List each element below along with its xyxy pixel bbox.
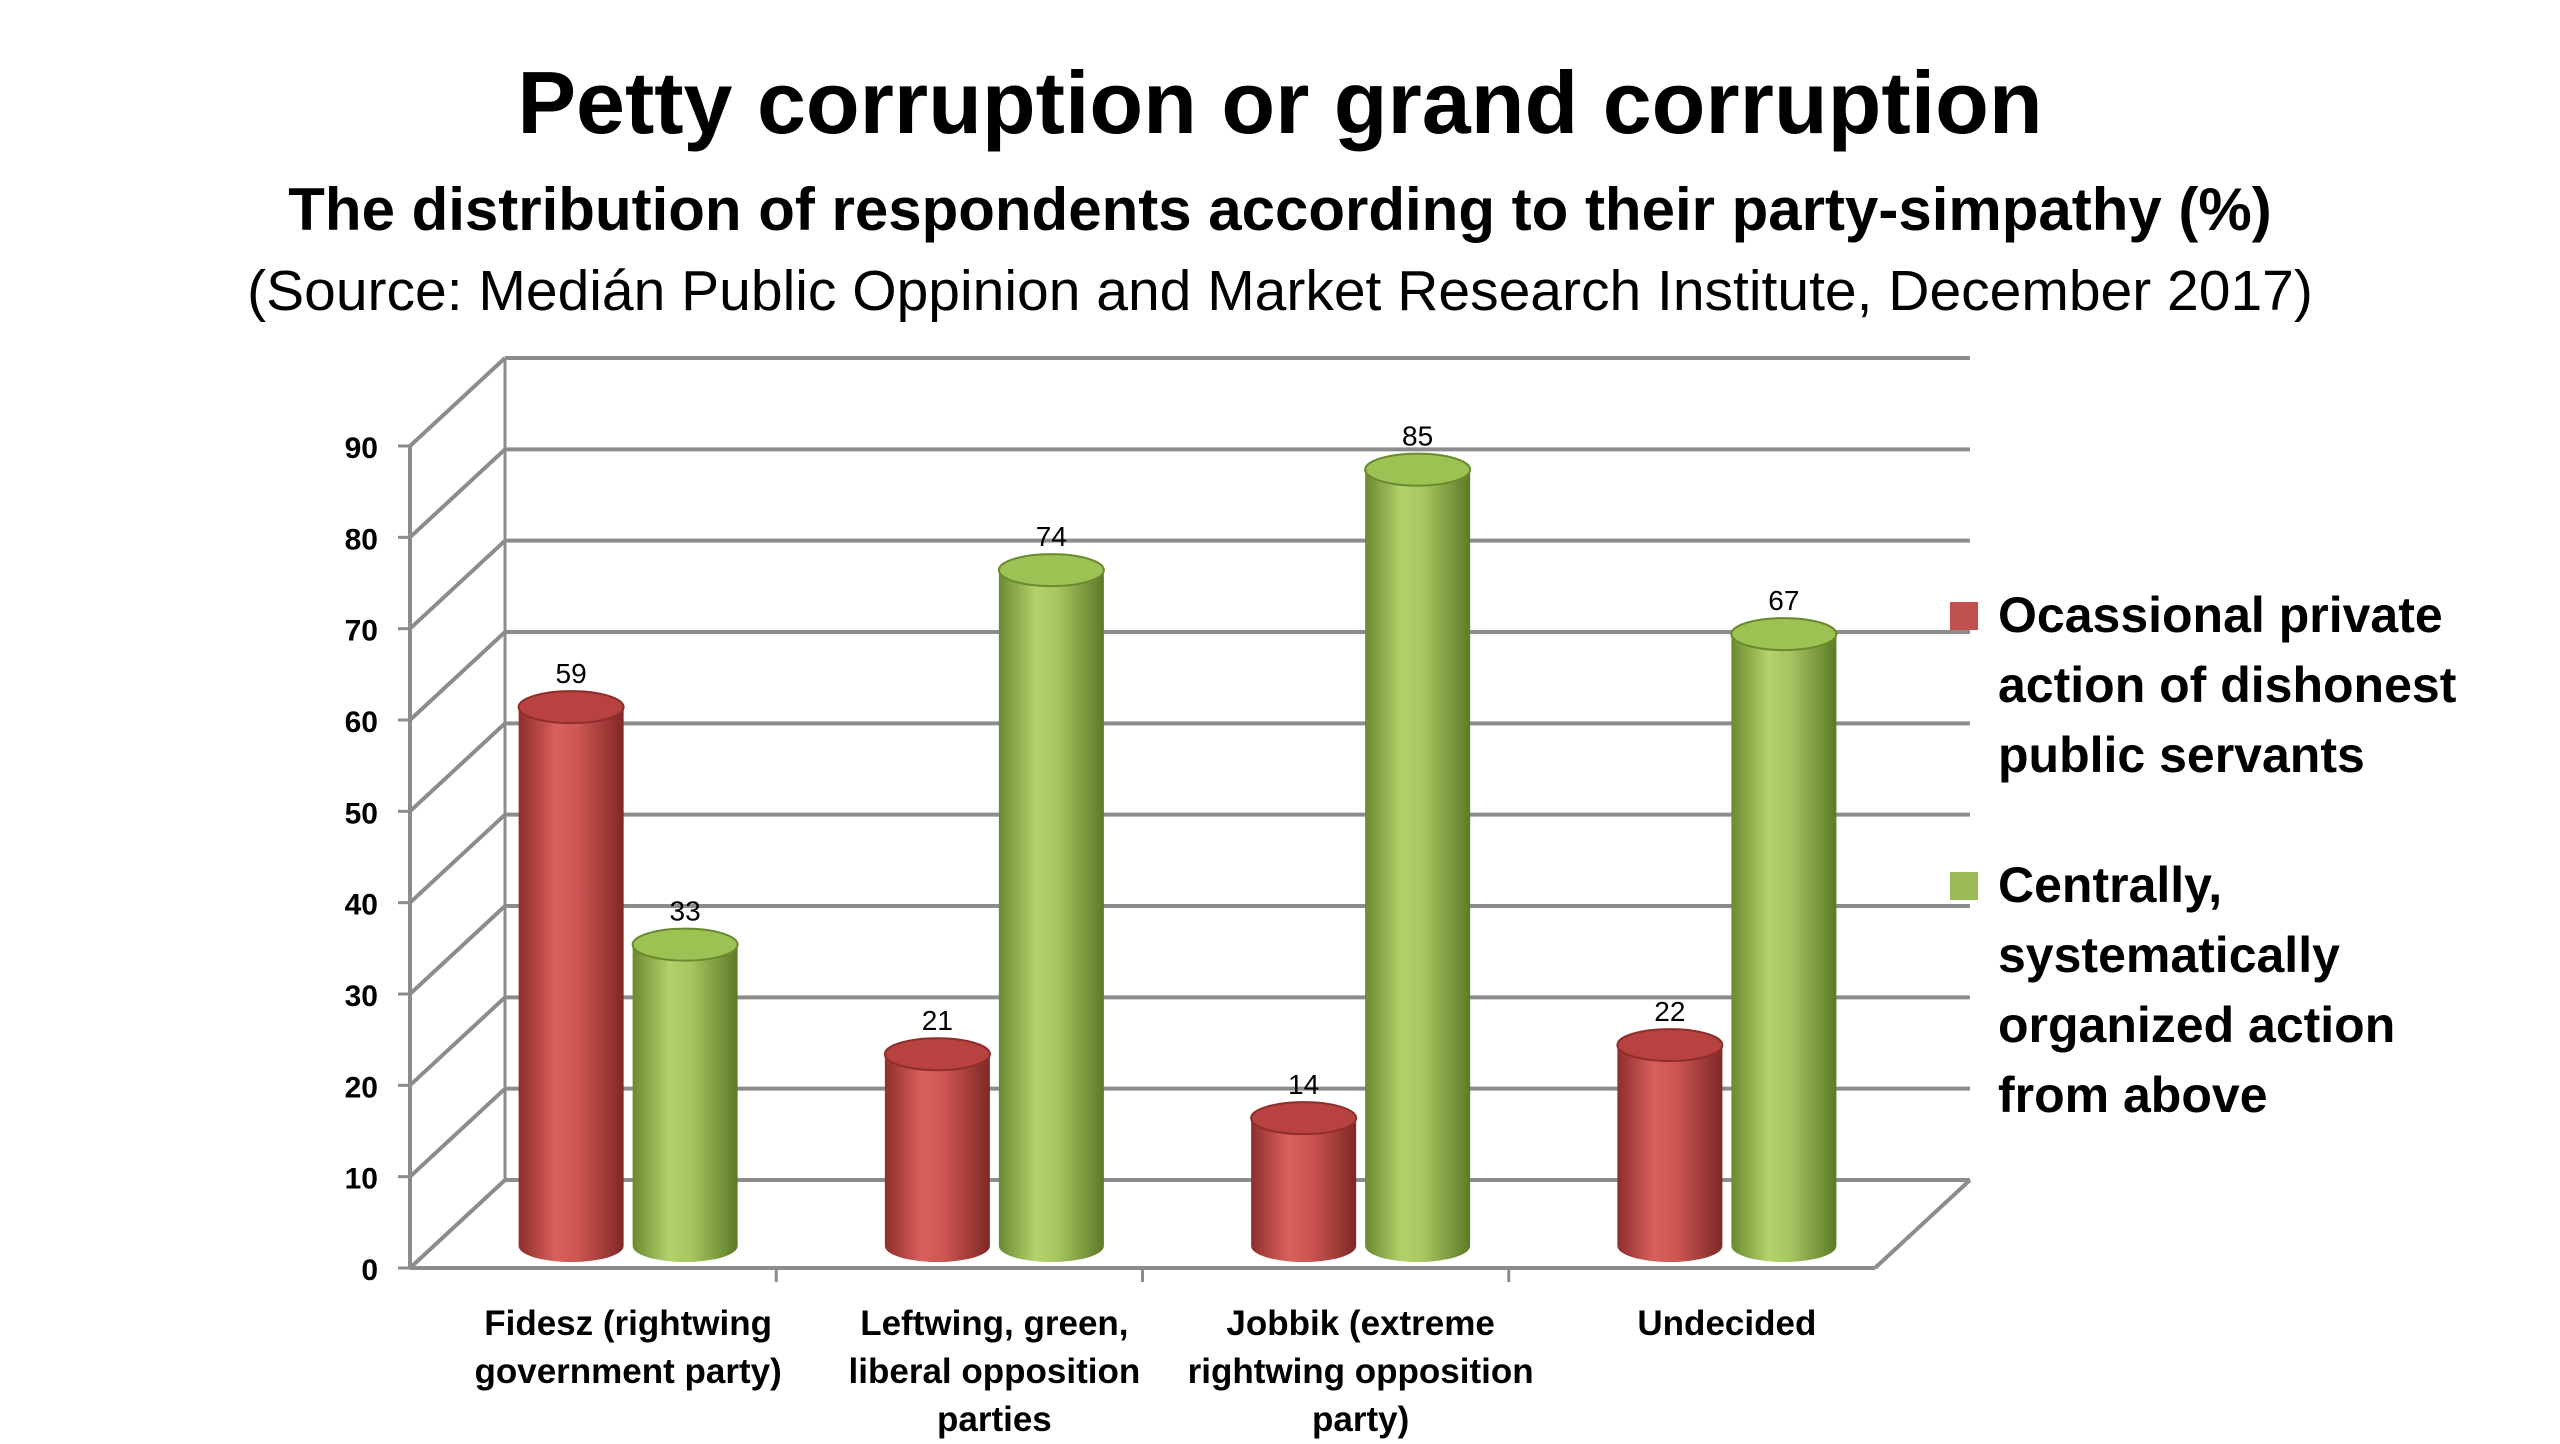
legend-item-red: Ocassional private action of dishonest p… xyxy=(1950,580,2510,790)
bar-top xyxy=(631,927,739,962)
bar-red xyxy=(1616,1028,1724,1262)
bar-green xyxy=(631,927,739,1262)
gridline-side xyxy=(408,356,507,448)
y-axis: 0 10 20 30 40 50 60 70 80 90 xyxy=(345,432,1511,1287)
bar-top xyxy=(883,1037,991,1072)
chart-subtitle: The distribution of respondents accordin… xyxy=(288,176,2272,243)
gridline-side xyxy=(408,1178,507,1270)
bar-body xyxy=(1365,469,1471,1263)
floor-edge xyxy=(1873,1178,1972,1270)
legend: Ocassional private action of dishonest p… xyxy=(1950,580,2510,1190)
bar-red xyxy=(517,690,625,1262)
y-tick-label: 10 xyxy=(345,1163,378,1196)
x-tick-label: Jobbik (extreme rightwing opposition par… xyxy=(1187,1304,1534,1439)
y-tick-label: 80 xyxy=(345,523,378,556)
gridline-side xyxy=(408,904,507,996)
y-tick-label: 40 xyxy=(345,889,378,922)
y-tick-label: 60 xyxy=(345,706,378,739)
bar-body xyxy=(1251,1118,1357,1262)
data-label: 21 xyxy=(922,1005,953,1036)
x-tick-label: Leftwing, green, liberal opposition part… xyxy=(848,1304,1141,1439)
bar-body xyxy=(884,1054,990,1262)
gridline-side xyxy=(408,1087,507,1179)
chart-frame xyxy=(408,356,1972,1270)
bar-top xyxy=(1730,617,1838,652)
data-label: 74 xyxy=(1036,521,1067,552)
bar-red xyxy=(883,1037,991,1262)
gridline-side xyxy=(408,447,507,539)
chart-title: Petty corruption or grand corruption xyxy=(517,53,2043,152)
data-label: 67 xyxy=(1768,585,1799,616)
y-tick-label: 30 xyxy=(345,980,378,1013)
legend-label: Centrally, systematically organized acti… xyxy=(1998,857,2396,1123)
bar-green xyxy=(1364,452,1472,1263)
y-tick-label: 70 xyxy=(345,615,378,648)
gridline-side xyxy=(408,813,507,905)
bar-green xyxy=(1730,617,1838,1262)
bar-body xyxy=(1731,634,1837,1262)
gridline-side xyxy=(408,721,507,813)
legend-item-green: Centrally, systematically organized acti… xyxy=(1950,850,2510,1130)
bar-body xyxy=(1617,1045,1723,1262)
legend-label: Ocassional private action of dishonest p… xyxy=(1998,587,2457,783)
y-tick-label: 0 xyxy=(361,1254,378,1287)
bar-top xyxy=(1616,1028,1724,1063)
legend-swatch-green xyxy=(1950,872,1978,900)
bar-top xyxy=(1364,452,1472,487)
bar-body xyxy=(632,944,738,1262)
bar-green xyxy=(997,553,1105,1262)
y-tick-label: 20 xyxy=(345,1071,378,1104)
bar-red xyxy=(1250,1101,1358,1262)
x-tick-label: Undecided xyxy=(1637,1304,1817,1343)
chart-source: (Source: Medián Public Oppinion and Mark… xyxy=(247,259,2313,323)
gridline-side xyxy=(408,995,507,1087)
data-label: 33 xyxy=(670,896,701,927)
bar-top xyxy=(997,553,1105,588)
bar-top xyxy=(517,690,625,725)
gridline-side xyxy=(408,539,507,631)
bars xyxy=(517,452,1838,1263)
gridline-side xyxy=(408,630,507,722)
data-label: 59 xyxy=(556,658,587,689)
y-tick-label: 50 xyxy=(345,797,378,830)
data-label: 14 xyxy=(1288,1069,1319,1100)
data-labels: 59 33 21 74 14 85 22 67 xyxy=(556,421,1800,1100)
legend-swatch-red xyxy=(1950,602,1978,630)
bar-top xyxy=(1250,1101,1358,1136)
data-label: 22 xyxy=(1654,996,1685,1027)
data-label: 85 xyxy=(1402,421,1433,452)
bar-body xyxy=(998,570,1104,1262)
x-tick-label: Fidesz (rightwing government party) xyxy=(474,1304,782,1391)
bar-body xyxy=(518,707,624,1262)
y-tick-label: 90 xyxy=(345,432,378,465)
